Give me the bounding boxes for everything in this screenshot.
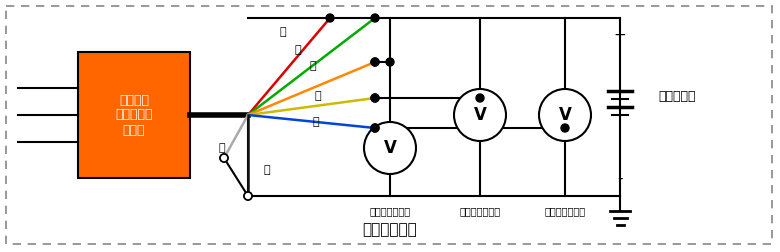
Text: +: +	[614, 28, 626, 44]
Circle shape	[244, 192, 252, 200]
Circle shape	[561, 124, 569, 132]
Circle shape	[539, 89, 591, 141]
Circle shape	[371, 14, 379, 22]
Circle shape	[371, 124, 379, 132]
Text: 红: 红	[280, 27, 286, 37]
Circle shape	[371, 124, 379, 132]
Circle shape	[371, 94, 379, 102]
Text: V: V	[558, 106, 572, 124]
Circle shape	[371, 58, 379, 66]
Circle shape	[220, 154, 228, 162]
Text: V: V	[473, 106, 487, 124]
Circle shape	[326, 14, 334, 22]
Text: 温度信号输出，: 温度信号输出，	[459, 206, 501, 216]
Circle shape	[476, 94, 484, 102]
Text: 黑: 黑	[264, 165, 271, 175]
Text: 直流电源，: 直流电源，	[658, 90, 696, 104]
Text: 接线示意图，: 接线示意图，	[363, 223, 417, 237]
Circle shape	[244, 192, 252, 200]
Text: 绿: 绿	[295, 45, 301, 55]
Circle shape	[371, 94, 379, 102]
Text: 水分信号输出，: 水分信号输出，	[544, 206, 586, 216]
Circle shape	[386, 58, 394, 66]
Text: V: V	[384, 139, 396, 157]
Circle shape	[454, 89, 506, 141]
Circle shape	[220, 154, 228, 162]
Text: 白: 白	[218, 143, 225, 153]
Circle shape	[371, 58, 379, 66]
Circle shape	[364, 122, 416, 174]
Text: 土壤水分
温度电导率
传感器: 土壤水分 温度电导率 传感器	[115, 93, 153, 137]
Text: 蓝: 蓝	[313, 117, 319, 127]
Text: 电导率信号输出: 电导率信号输出	[370, 206, 410, 216]
Text: 黄: 黄	[314, 91, 321, 101]
Text: 橙: 橙	[310, 61, 317, 71]
Text: -: -	[617, 171, 622, 185]
Bar	[78, 52, 190, 178]
